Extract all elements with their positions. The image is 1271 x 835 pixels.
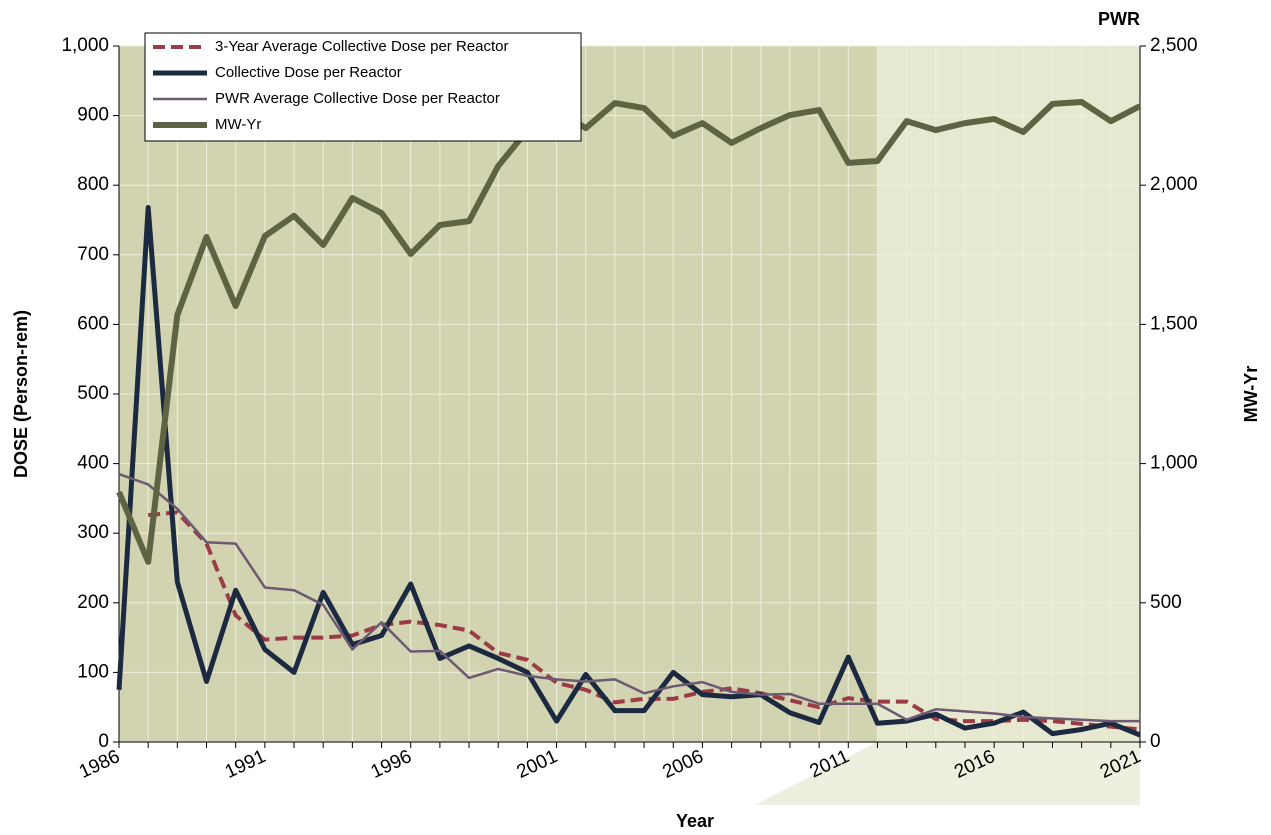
y2-tick-label: 2,000 bbox=[1150, 174, 1198, 195]
legend-label: Collective Dose per Reactor bbox=[215, 64, 402, 81]
y-tick-label: 700 bbox=[77, 244, 109, 265]
y-tick-label: 500 bbox=[77, 383, 109, 404]
y2-axis-label: MW-Yr bbox=[1241, 366, 1261, 423]
y2-tick-label: 1,500 bbox=[1150, 313, 1198, 334]
chart-title: PWR bbox=[1098, 9, 1140, 29]
y2-tick-label: 500 bbox=[1150, 592, 1182, 613]
decor bbox=[755, 742, 1140, 805]
series-line bbox=[116, 204, 1141, 738]
y-tick-label: 300 bbox=[77, 522, 109, 543]
y-tick-label: 0 bbox=[98, 731, 109, 752]
legend-label: PWR Average Collective Dose per Reactor bbox=[215, 90, 500, 107]
y-tick-label: 600 bbox=[77, 313, 109, 334]
y2-tick-label: 0 bbox=[1150, 731, 1161, 752]
x-axis-label: Year bbox=[676, 811, 714, 831]
x-tick-label: 1996 bbox=[368, 746, 415, 783]
y-axis-label: DOSE (Person-rem) bbox=[11, 310, 31, 478]
x-tick-label: 2006 bbox=[659, 746, 706, 783]
y-tick-label: 400 bbox=[77, 453, 109, 474]
y-tick-label: 900 bbox=[77, 105, 109, 126]
y2-tick-label: 2,500 bbox=[1150, 35, 1198, 56]
x-tick-label: 2001 bbox=[514, 746, 561, 783]
legend-label: MW-Yr bbox=[215, 116, 261, 133]
legend-box bbox=[144, 32, 582, 142]
y-tick-label: 200 bbox=[77, 592, 109, 613]
y-tick-label: 100 bbox=[77, 661, 109, 682]
series-line bbox=[118, 472, 1140, 723]
y2-tick-label: 1,000 bbox=[1150, 453, 1198, 474]
x-tick-label: 1991 bbox=[222, 746, 269, 783]
y-tick-label: 800 bbox=[77, 174, 109, 195]
series-line bbox=[116, 98, 1142, 565]
legend-label: 3-Year Average Collective Dose per React… bbox=[215, 38, 509, 55]
series-line bbox=[147, 510, 1141, 732]
y-tick-label: 1,000 bbox=[61, 35, 109, 56]
